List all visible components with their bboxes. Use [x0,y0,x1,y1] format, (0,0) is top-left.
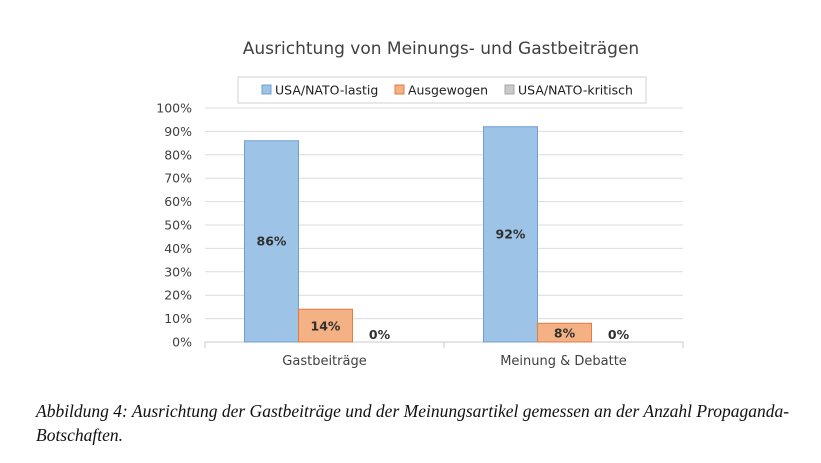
bar [244,140,299,343]
y-tick-label: 40% [164,241,192,256]
data-label: 0% [608,327,630,342]
legend-box [237,76,647,104]
y-tick-label: 70% [164,171,192,186]
legend-label: USA/NATO-kritisch [518,83,633,98]
y-tick-label: 90% [164,124,192,139]
bars: 86% 14% 0% 92% 8% 0% [244,126,630,343]
data-label: 14% [311,319,341,334]
legend-swatch [504,84,515,95]
x-category-label: Gastbeiträge [282,354,366,369]
y-tick-label: 80% [164,147,192,162]
bar [537,322,592,343]
figure-caption: Abbildung 4: Ausrichtung der Gastbeiträg… [36,401,790,445]
bar [298,308,353,343]
legend-swatch [261,84,272,95]
bar-chart: Ausrichtung von Meinungs- und Gastbeiträ… [156,39,684,369]
y-tick-label: 20% [164,288,192,303]
y-tick-label: 50% [164,218,192,233]
legend-label: Ausgewogen [408,83,488,98]
data-label: 86% [257,233,287,248]
y-tick-label: 0% [172,335,192,350]
y-tick-label: 60% [164,194,192,209]
legend-swatch [394,84,405,95]
data-label: 92% [496,226,526,241]
bar [483,126,538,343]
legend: USA/NATO-lastig Ausgewogen USA/NATO-kritis… [237,76,647,104]
x-axis: Gastbeiträge Meinung & Debatte [204,342,684,369]
y-tick-label: 10% [164,311,192,326]
y-tick-label: 100% [156,101,192,116]
data-label: 8% [554,326,576,341]
y-axis: 0% 10% 20% 30% 40% 50% 60% 70% 80% 90% 100% [156,101,192,350]
x-category-label: Meinung & Debatte [500,354,627,369]
data-label: 0% [369,327,391,342]
chart-title: Ausrichtung von Meinungs- und Gastbeiträ… [243,39,639,59]
legend-label: USA/NATO-lastig [275,83,378,98]
y-tick-label: 30% [164,264,192,279]
